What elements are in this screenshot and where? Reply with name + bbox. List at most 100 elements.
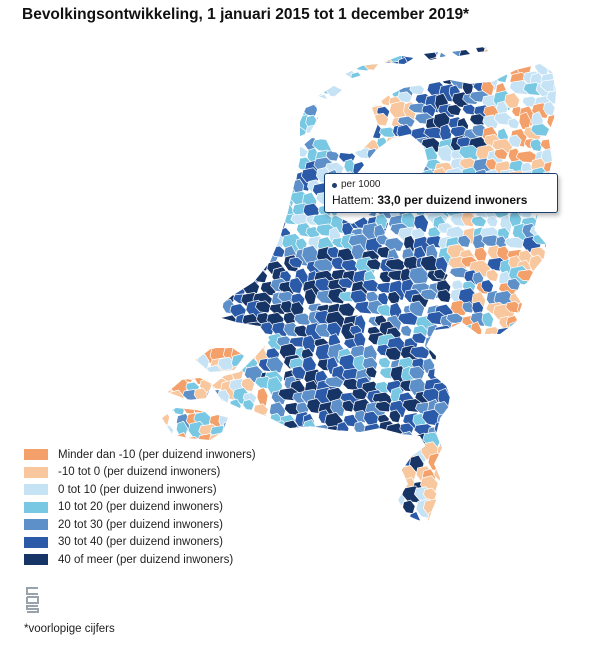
- municipality[interactable]: [223, 180, 236, 199]
- municipality[interactable]: [461, 488, 483, 507]
- municipality[interactable]: [147, 62, 165, 76]
- municipality[interactable]: [278, 432, 296, 446]
- municipality[interactable]: [436, 289, 452, 303]
- municipality[interactable]: [277, 508, 298, 522]
- municipality[interactable]: [469, 532, 487, 547]
- municipality[interactable]: [558, 399, 577, 417]
- municipality[interactable]: [229, 260, 247, 274]
- municipality[interactable]: [255, 509, 270, 524]
- municipality[interactable]: [209, 245, 231, 267]
- municipality[interactable]: [547, 499, 564, 518]
- municipality[interactable]: [391, 445, 408, 462]
- municipality[interactable]: [170, 116, 184, 132]
- municipality[interactable]: [242, 203, 255, 219]
- municipality[interactable]: [455, 469, 477, 483]
- municipality[interactable]: [174, 94, 189, 108]
- municipality[interactable]: [354, 487, 377, 508]
- municipality[interactable]: [252, 160, 270, 173]
- municipality[interactable]: [281, 161, 296, 176]
- municipality[interactable]: [301, 510, 323, 529]
- municipality[interactable]: [480, 399, 494, 420]
- municipality[interactable]: [258, 104, 272, 119]
- municipality[interactable]: [182, 149, 197, 171]
- municipality[interactable]: [180, 335, 202, 347]
- municipality[interactable]: [546, 400, 562, 418]
- municipality[interactable]: [305, 89, 326, 109]
- municipality[interactable]: [547, 313, 561, 334]
- municipality[interactable]: [158, 410, 170, 426]
- municipality[interactable]: [437, 531, 457, 545]
- municipality[interactable]: [278, 56, 296, 75]
- municipality[interactable]: [193, 91, 206, 110]
- municipality[interactable]: [534, 479, 550, 494]
- municipality[interactable]: [194, 82, 213, 99]
- municipality[interactable]: [560, 304, 580, 316]
- municipality[interactable]: [210, 225, 231, 243]
- municipality[interactable]: [522, 531, 533, 548]
- municipality[interactable]: [385, 477, 405, 489]
- municipality[interactable]: [473, 365, 492, 379]
- municipality[interactable]: [366, 469, 384, 484]
- municipality[interactable]: [458, 532, 480, 550]
- municipality[interactable]: [184, 211, 201, 232]
- municipality[interactable]: [294, 490, 309, 510]
- municipality[interactable]: [235, 237, 254, 258]
- municipality[interactable]: [149, 213, 165, 227]
- municipality[interactable]: [420, 46, 437, 67]
- municipality[interactable]: [487, 434, 503, 450]
- municipality[interactable]: [303, 79, 319, 97]
- municipality[interactable]: [161, 367, 180, 383]
- municipality[interactable]: [351, 510, 370, 522]
- municipality[interactable]: [279, 458, 296, 475]
- municipality[interactable]: [170, 40, 190, 52]
- municipality[interactable]: [160, 68, 176, 83]
- municipality[interactable]: [330, 398, 346, 417]
- municipality[interactable]: [559, 181, 575, 191]
- municipality[interactable]: [230, 82, 244, 95]
- municipality[interactable]: [205, 303, 219, 325]
- municipality[interactable]: [436, 412, 452, 429]
- municipality[interactable]: [181, 303, 196, 317]
- municipality[interactable]: [378, 521, 394, 534]
- municipality[interactable]: [218, 159, 238, 177]
- municipality[interactable]: [324, 376, 345, 388]
- municipality[interactable]: [174, 104, 188, 123]
- municipality[interactable]: [531, 268, 548, 286]
- municipality[interactable]: [242, 420, 261, 436]
- municipality[interactable]: [409, 345, 431, 359]
- municipality[interactable]: [266, 48, 284, 63]
- municipality[interactable]: [521, 38, 537, 54]
- municipality[interactable]: [221, 135, 238, 152]
- municipality[interactable]: [457, 234, 472, 248]
- municipality[interactable]: [386, 507, 407, 528]
- municipality[interactable]: [428, 342, 444, 362]
- municipality[interactable]: [470, 509, 487, 526]
- municipality[interactable]: [187, 226, 206, 240]
- municipality[interactable]: [473, 411, 492, 433]
- municipality[interactable]: [330, 486, 353, 503]
- municipality[interactable]: [544, 236, 565, 257]
- municipality[interactable]: [319, 61, 342, 76]
- municipality[interactable]: [241, 235, 260, 257]
- municipality[interactable]: [265, 172, 280, 186]
- municipality[interactable]: [434, 331, 450, 349]
- municipality[interactable]: [220, 204, 239, 222]
- municipality[interactable]: [559, 61, 578, 78]
- municipality[interactable]: [162, 302, 177, 321]
- municipality[interactable]: [300, 50, 322, 62]
- municipality[interactable]: [153, 279, 167, 297]
- municipality[interactable]: [379, 453, 395, 470]
- municipality[interactable]: [278, 535, 296, 552]
- municipality[interactable]: [528, 419, 549, 435]
- municipality[interactable]: [399, 431, 416, 448]
- municipality[interactable]: [220, 270, 243, 285]
- municipality[interactable]: [438, 368, 462, 386]
- municipality[interactable]: [518, 445, 532, 462]
- municipality[interactable]: [252, 169, 271, 181]
- municipality[interactable]: [158, 432, 172, 446]
- municipality[interactable]: [149, 255, 165, 277]
- municipality[interactable]: [145, 413, 164, 432]
- municipality[interactable]: [169, 156, 187, 174]
- municipality[interactable]: [252, 487, 276, 499]
- municipality[interactable]: [277, 91, 295, 106]
